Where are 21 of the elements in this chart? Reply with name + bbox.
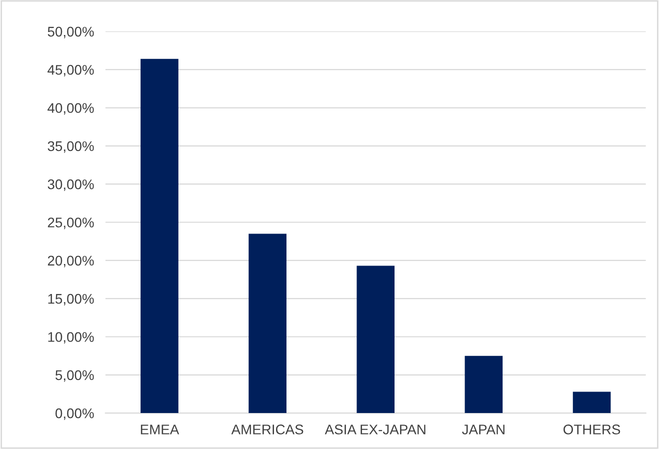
y-tick-label: 40,00% [48, 103, 94, 115]
y-tick-label: 20,00% [48, 256, 94, 268]
y-tick-label: 50,00% [48, 26, 94, 38]
y-tick-label: 30,00% [48, 179, 94, 191]
bar [572, 392, 611, 414]
y-tick-label: 0,00% [55, 408, 94, 420]
x-tick-label: ASIA EX-JAPAN [324, 424, 426, 434]
y-tick-label: 35,00% [48, 141, 94, 153]
y-tick-label: 10,00% [48, 332, 94, 344]
x-tick-label: OTHERS [564, 424, 620, 434]
bar [464, 356, 503, 414]
x-tick-label: EMEA [140, 424, 180, 434]
bar [356, 266, 395, 414]
y-tick-label: 25,00% [48, 218, 94, 230]
y-tick-label: 45,00% [48, 64, 94, 76]
x-tick-label: AMERICAS [231, 424, 304, 434]
bar [140, 58, 178, 414]
y-tick-label: 15,00% [48, 294, 94, 306]
x-tick-label: JAPAN [462, 424, 504, 434]
y-tick-label: 5,00% [56, 370, 94, 382]
bar [248, 234, 286, 414]
